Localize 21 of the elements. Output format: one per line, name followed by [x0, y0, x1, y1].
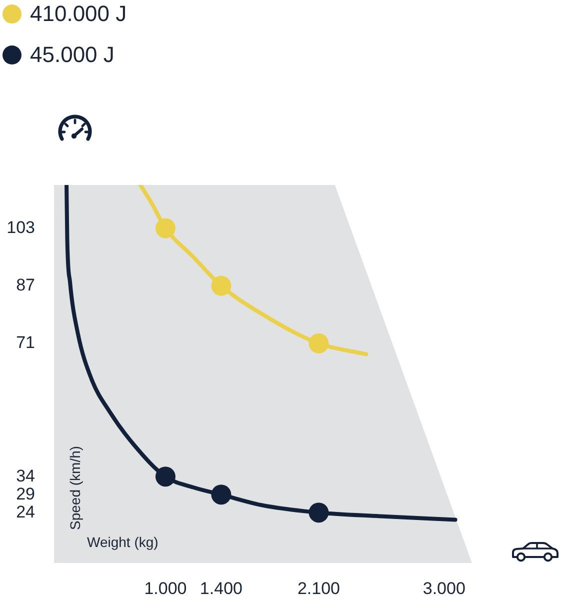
point [308, 333, 329, 354]
y-tick-label: 34 [16, 466, 35, 486]
y-tick-label: 71 [16, 333, 35, 352]
y-axis-title: Speed (km/h) [66, 446, 83, 530]
x-axis-title: Weight (kg) [87, 534, 158, 550]
legend-label: 410.000 J [30, 1, 127, 26]
point [155, 466, 176, 487]
x-tick-label: 1.000 [144, 578, 187, 598]
y-tick-label: 87 [16, 275, 35, 294]
x-tick-label: 2.100 [297, 578, 340, 598]
y-tick-label: 29 [16, 484, 35, 504]
y-tick-label: 24 [16, 502, 35, 522]
point [308, 502, 329, 523]
point [211, 276, 232, 296]
point [211, 484, 232, 505]
line-series [138, 185, 368, 356]
point [155, 218, 176, 238]
legend-label: 45.000 J [30, 42, 114, 68]
x-tick-label: 1.400 [200, 578, 242, 598]
y-tick-label: 103 [6, 218, 35, 237]
x-tick-label: 3.000 [422, 578, 466, 598]
